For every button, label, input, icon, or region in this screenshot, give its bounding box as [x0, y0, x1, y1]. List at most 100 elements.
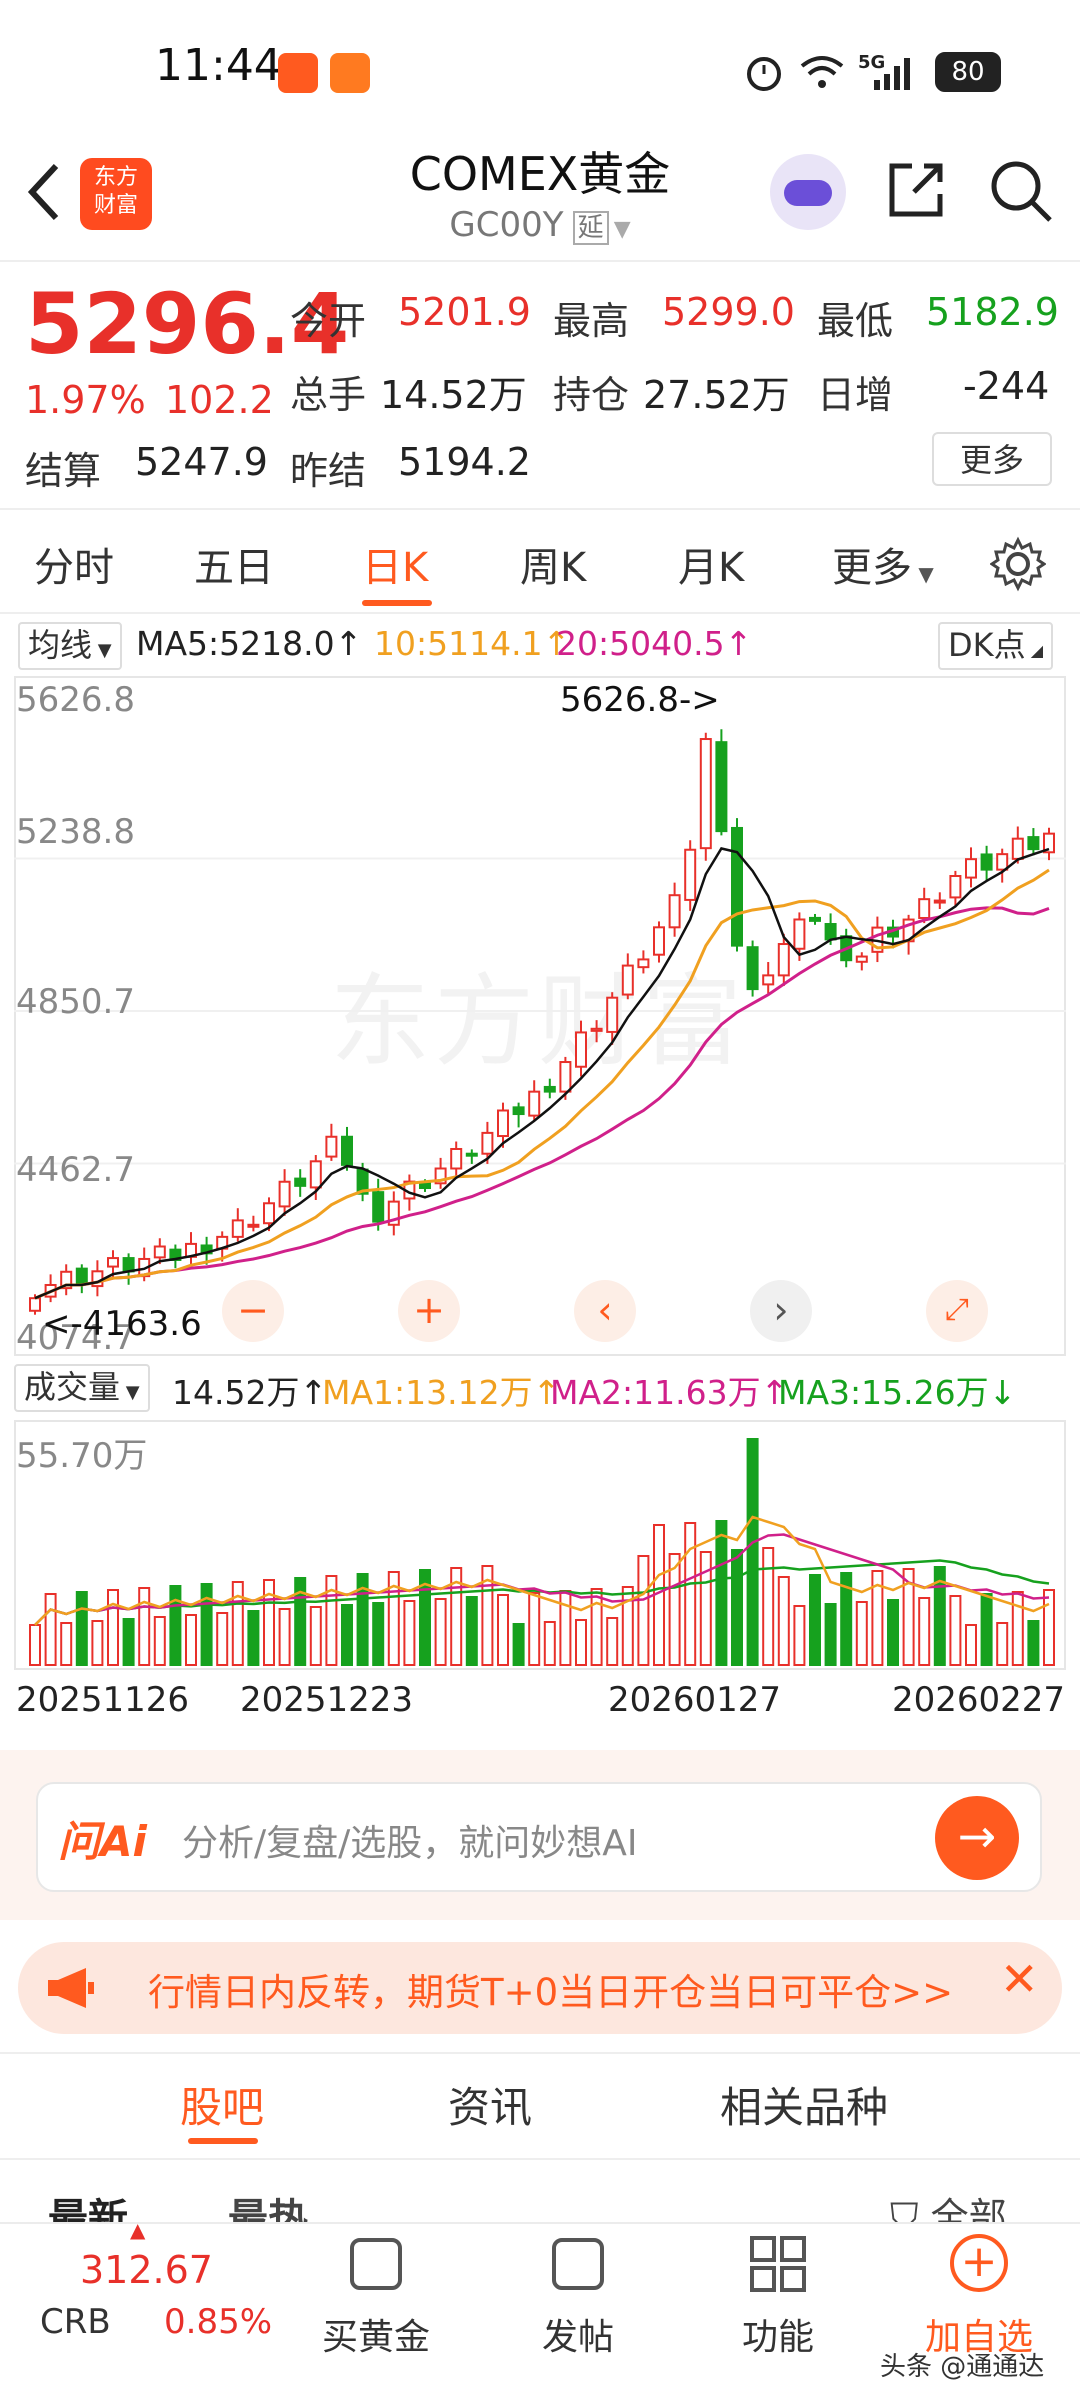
tab-intraday[interactable]: 分时 [34, 545, 114, 591]
candle [933, 899, 946, 904]
fullscreen-icon[interactable]: ⤢ [926, 1280, 988, 1342]
change-value: 102.2 [165, 378, 274, 422]
bottom-bar [0, 2222, 1080, 2402]
ma5-value: MA5:5218.0↑ [136, 624, 363, 663]
divider [0, 612, 1080, 614]
volume-bar [356, 1573, 369, 1666]
volume-bar [169, 1585, 182, 1666]
candle [465, 1152, 478, 1157]
tab-weekly-k[interactable]: 周K [520, 545, 587, 591]
volume-y-max: 55.70万 [16, 1436, 148, 1476]
add-watchlist-icon[interactable]: + [950, 2234, 1008, 2292]
tab-news[interactable]: 资讯 [448, 2083, 533, 2132]
dk-point-button[interactable]: DK点 ◢ [938, 622, 1054, 670]
indicator-select[interactable]: 均线 ▼ [18, 622, 122, 670]
back-icon[interactable] [24, 160, 64, 224]
functions-label[interactable]: 功能 [741, 2317, 814, 2358]
candle [824, 923, 837, 941]
divider [0, 2158, 1080, 2160]
notice-banner[interactable] [18, 1942, 1062, 2034]
share-icon[interactable] [884, 158, 948, 222]
tab-forum[interactable]: 股吧 [180, 2083, 265, 2132]
tab-more[interactable]: 更多 ▼ [832, 535, 934, 593]
buy-gold-label[interactable]: 买黄金 [321, 2317, 430, 2358]
buy-gold-icon[interactable] [350, 2238, 402, 2290]
crb-label: CRB [40, 2302, 111, 2342]
volume-chart-frame[interactable] [14, 1420, 1066, 1670]
instrument-code-row[interactable]: GC00Y 延 ▼ [0, 205, 1080, 245]
candle [1011, 837, 1024, 860]
volume-bar [871, 1570, 884, 1666]
post-icon[interactable] [552, 2238, 604, 2290]
volume-indicator-select[interactable]: 成交量 ▼ [14, 1364, 150, 1412]
volume-bar [309, 1606, 322, 1666]
volume-bar [341, 1604, 353, 1666]
logo-line-2: 财富 [93, 193, 138, 218]
battery-indicator: 80 [935, 52, 1001, 92]
volume-bar [122, 1618, 135, 1666]
volume-bar [450, 1567, 463, 1666]
tab-five-day[interactable]: 五日 [194, 545, 274, 591]
search-icon[interactable] [988, 158, 1054, 224]
volume-value: 14.52万↑ [172, 1373, 328, 1412]
ai-assistant-avatar[interactable] [770, 154, 846, 230]
volume-chart[interactable] [14, 1420, 1066, 1670]
candle [980, 853, 993, 871]
notice-text: 行情日内反转，期货T+0当日开仓当日可平仓>> [148, 1971, 954, 2014]
volume-bar [559, 1590, 572, 1666]
volume-bar [543, 1621, 556, 1666]
candle [793, 918, 806, 950]
ai-submit-button[interactable]: → [935, 1796, 1019, 1880]
volume-bar [497, 1594, 509, 1666]
tab-daily-k[interactable]: 日K [362, 545, 429, 591]
post-label[interactable]: 发帖 [541, 2317, 614, 2358]
volume-bar [1043, 1589, 1055, 1666]
candle [809, 916, 821, 922]
tab-related[interactable]: 相关品种 [720, 2083, 889, 2132]
y-label-min: 4074.7 [16, 1318, 135, 1358]
high-value: 5299.0 [662, 290, 795, 334]
megaphone-icon [48, 1968, 94, 2008]
candle [996, 853, 1009, 871]
volume-bar [294, 1577, 307, 1666]
ai-search-input[interactable] [36, 1782, 1042, 1892]
candle [949, 875, 962, 899]
candle [1027, 836, 1040, 851]
indicator-select-label: 均线 [28, 626, 93, 664]
settings-gear-icon[interactable] [990, 536, 1046, 592]
tab-monthly-k[interactable]: 月K [678, 545, 745, 591]
zoom-in-button[interactable]: + [398, 1280, 460, 1342]
network-type: 5G [858, 52, 886, 73]
candle [965, 858, 977, 879]
volume-bar [247, 1610, 260, 1666]
candle [341, 1135, 353, 1166]
scroll-left-button[interactable]: ‹ [574, 1280, 636, 1342]
daily-inc-value: -244 [963, 364, 1050, 408]
status-bar: 11:44 5G 80 [0, 0, 1080, 140]
functions-grid-icon[interactable] [748, 2234, 808, 2294]
zoom-out-button[interactable]: − [222, 1280, 284, 1342]
quote-more-button[interactable]: 更多 [932, 432, 1052, 486]
scroll-right-button[interactable]: › [750, 1280, 812, 1342]
volume-bar [512, 1623, 525, 1666]
candle [715, 741, 728, 833]
active-tab-indicator [362, 600, 432, 606]
caret-down-icon: ▼ [92, 640, 112, 661]
kline-chart[interactable] [14, 676, 1066, 1356]
candle [575, 1031, 587, 1068]
candle [668, 894, 681, 929]
open-value: 5201.9 [398, 290, 531, 334]
candle [543, 1085, 556, 1093]
candle [777, 943, 790, 977]
max-price-marker: 5626.8-> [560, 680, 720, 720]
ai-placeholder: 分析/复盘/选股，就问妙想AI [182, 1823, 638, 1864]
crb-value[interactable]: 312.67 [80, 2248, 213, 2292]
kline-chart-frame[interactable] [14, 676, 1066, 1356]
y-label-2: 5238.8 [16, 812, 135, 852]
add-watchlist-label[interactable]: 加自选 [924, 2317, 1033, 2358]
volume-bar [465, 1596, 478, 1666]
volume-bar [606, 1617, 619, 1666]
candle [746, 946, 759, 991]
close-icon[interactable]: ✕ [1000, 1952, 1039, 2006]
volume-bar [684, 1522, 697, 1666]
